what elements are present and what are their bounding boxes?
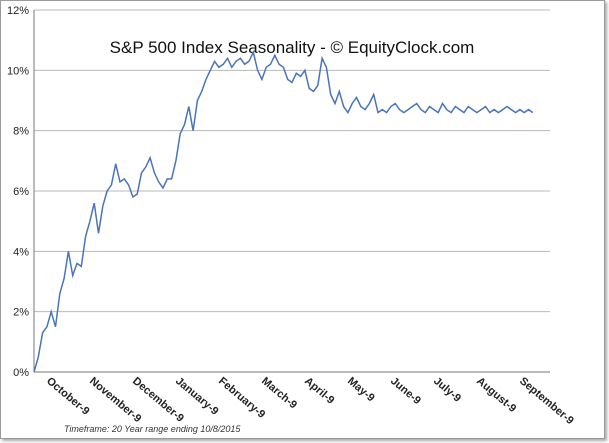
series-line <box>33 49 534 373</box>
x-tick-label: April-9 <box>302 375 336 407</box>
x-axis-ticks: October-9November-9December-9January-9Fe… <box>44 375 576 427</box>
x-tick-label: September-9 <box>517 375 576 427</box>
x-tick-label: August-9 <box>474 375 518 415</box>
y-tick-label: 6% <box>13 186 29 198</box>
y-tick-label: 8% <box>13 126 29 138</box>
chart-title: S&P 500 Index Seasonality - © EquityCloc… <box>110 38 475 57</box>
x-tick-label: October-9 <box>44 375 92 418</box>
x-tick-label: March-9 <box>259 375 299 411</box>
grid-lines <box>34 9 550 313</box>
x-tick-label: May-9 <box>345 375 377 404</box>
y-tick-label: 0% <box>13 367 29 379</box>
timeframe-footnote: Timeframe: 20 Year range ending 10/8/201… <box>64 424 241 434</box>
y-tick-label: 2% <box>13 307 29 319</box>
y-axis-ticks: 0% 2% 4% 6% 8% 10% 12% <box>7 5 29 379</box>
x-tick-label: July-9 <box>431 375 463 405</box>
x-tick-label: February-9 <box>216 375 267 421</box>
y-tick-label: 10% <box>7 65 29 77</box>
x-tick-label: June-9 <box>388 375 423 407</box>
y-tick-label: 12% <box>7 5 29 17</box>
y-tick-label: 4% <box>13 246 29 258</box>
